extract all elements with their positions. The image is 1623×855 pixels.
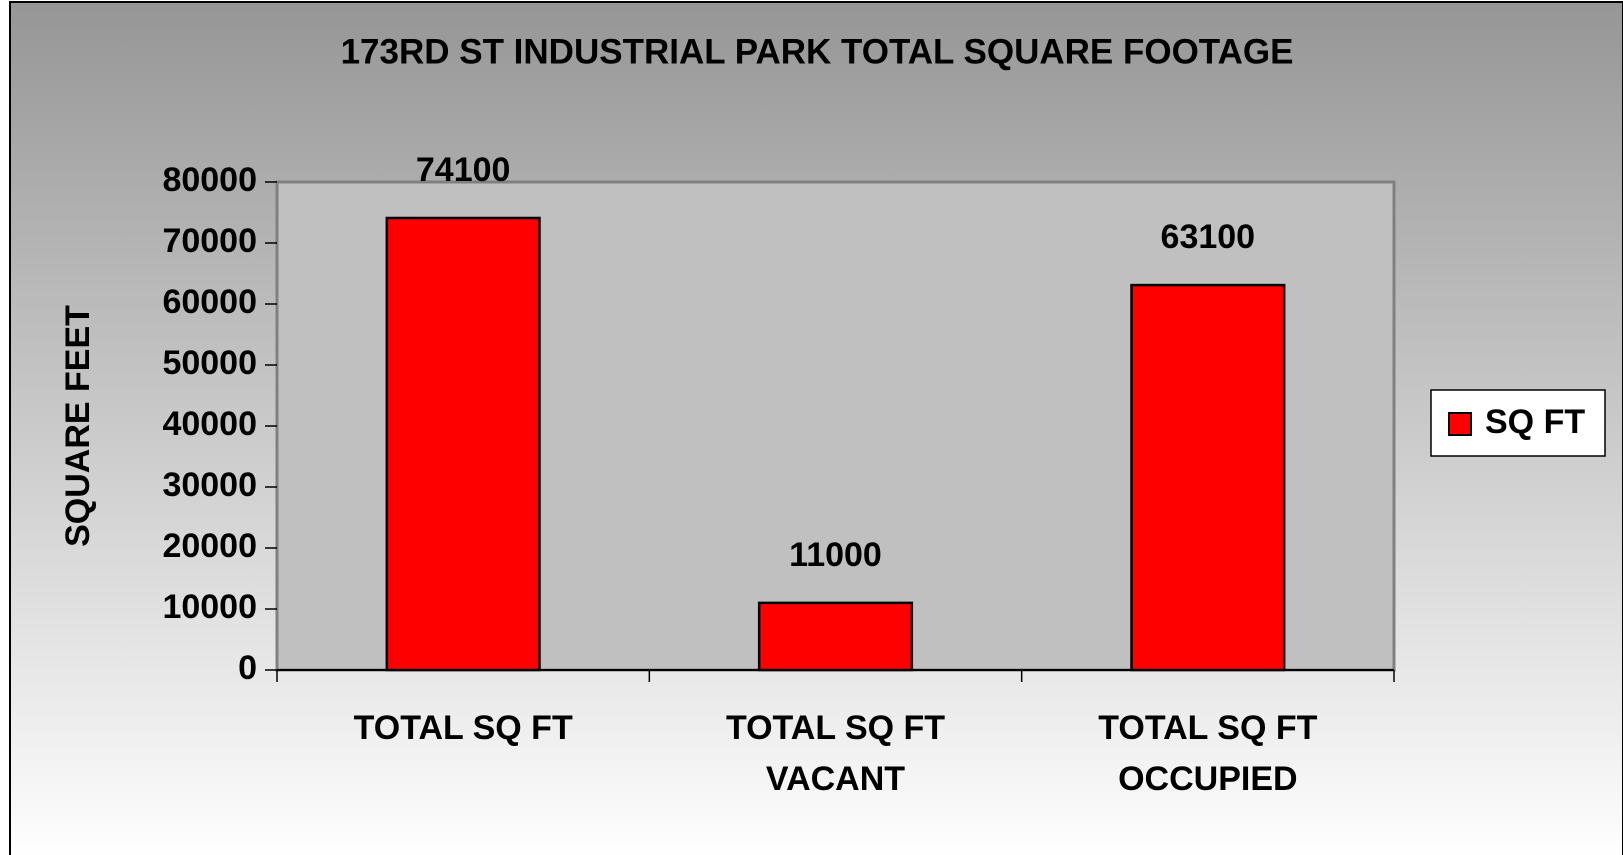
value-label: 74100	[416, 151, 511, 189]
y-tick-label: 0	[238, 649, 257, 687]
y-tick-label: 30000	[162, 466, 257, 504]
y-tick-label: 80000	[162, 161, 257, 199]
y-tick-label: 10000	[162, 588, 257, 626]
x-tick-label: TOTAL SQ FT OCCUPIED	[1098, 709, 1317, 798]
value-label: 11000	[789, 536, 882, 574]
y-tick-label: 20000	[162, 527, 257, 565]
value-label: 63100	[1161, 218, 1256, 256]
bar	[385, 216, 541, 672]
y-tick-label: 40000	[162, 405, 257, 443]
bar	[757, 601, 914, 672]
x-tick-label: TOTAL SQ FT VACANT	[726, 709, 945, 798]
bar	[1130, 283, 1286, 672]
legend-swatch	[1448, 412, 1472, 436]
legend-label: SQ FT	[1485, 403, 1585, 441]
y-tick-label: 50000	[162, 344, 257, 382]
y-axis-title: SQUARE FEET	[59, 305, 97, 547]
y-tick-label: 70000	[162, 222, 257, 260]
legend: SQ FT	[1430, 389, 1606, 457]
y-tick-label: 60000	[162, 283, 257, 321]
chart-title: 173RD ST INDUSTRIAL PARK TOTAL SQUARE FO…	[341, 32, 1294, 71]
x-tick-label: TOTAL SQ FT	[354, 709, 573, 747]
